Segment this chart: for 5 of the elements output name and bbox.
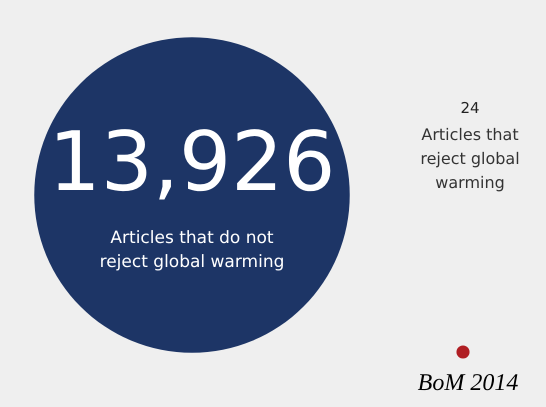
category-label: Articles that reject global warming — [420, 125, 520, 192]
category-label: Articles that do not reject global warming — [100, 228, 284, 272]
data-label: 13,926 — [48, 115, 336, 210]
text: BoM 2014 — [418, 370, 518, 396]
data-label: 24 — [460, 99, 480, 117]
